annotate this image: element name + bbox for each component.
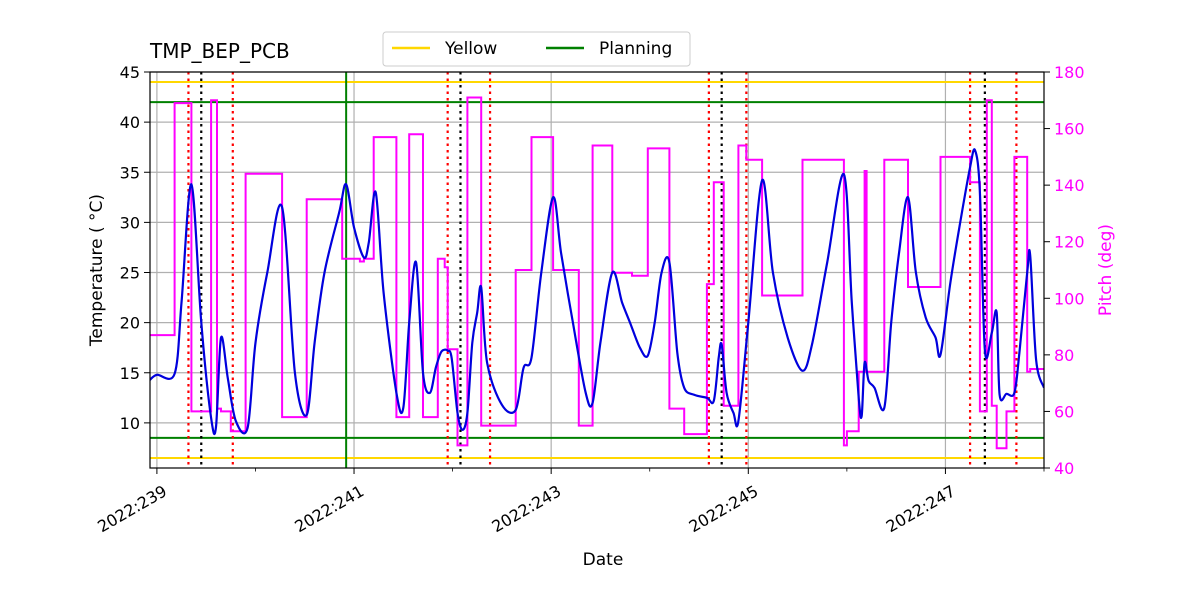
- left-y-tick-label: 15: [120, 364, 140, 383]
- right-y-tick-label: 180: [1054, 63, 1085, 82]
- legend-box: [382, 31, 691, 67]
- right-y-tick-label: 80: [1054, 346, 1074, 365]
- right-y-axis-label: Pitch (deg): [1096, 224, 1116, 316]
- right-y-tick-label: 140: [1054, 176, 1085, 195]
- right-y-tick-label: 60: [1054, 402, 1074, 421]
- left-y-tick-label: 35: [120, 163, 140, 182]
- right-y-tick-label: 100: [1054, 289, 1085, 308]
- legend: Yellow Planning: [382, 31, 691, 67]
- right-y-tick-label: 160: [1054, 120, 1085, 139]
- right-y-tick-label: 40: [1054, 459, 1074, 478]
- legend-planning-label: Planning: [599, 39, 672, 59]
- x-axis-label: Date: [583, 550, 624, 570]
- left-y-axis-label: Temperature ( °C): [87, 194, 107, 347]
- legend-yellow-label: Yellow: [444, 39, 497, 59]
- left-y-tick-label: 10: [120, 414, 140, 433]
- left-y-tick-label: 20: [120, 314, 140, 333]
- plot-frame: [149, 71, 1045, 469]
- left-y-tick-label: 25: [120, 264, 140, 283]
- left-y-tick-label: 40: [120, 113, 140, 132]
- chart-title: TMP_BEP_PCB: [149, 39, 290, 63]
- marker-lines-layer: [187, 72, 1018, 468]
- left-y-tick-label: 45: [120, 63, 140, 82]
- limit-lines-layer: [150, 72, 1044, 468]
- temperature-series-line: [150, 148, 1044, 436]
- left-y-tick-label: 30: [120, 213, 140, 232]
- right-y-tick-label: 120: [1054, 233, 1085, 252]
- pitch-series-line: [150, 96, 1044, 450]
